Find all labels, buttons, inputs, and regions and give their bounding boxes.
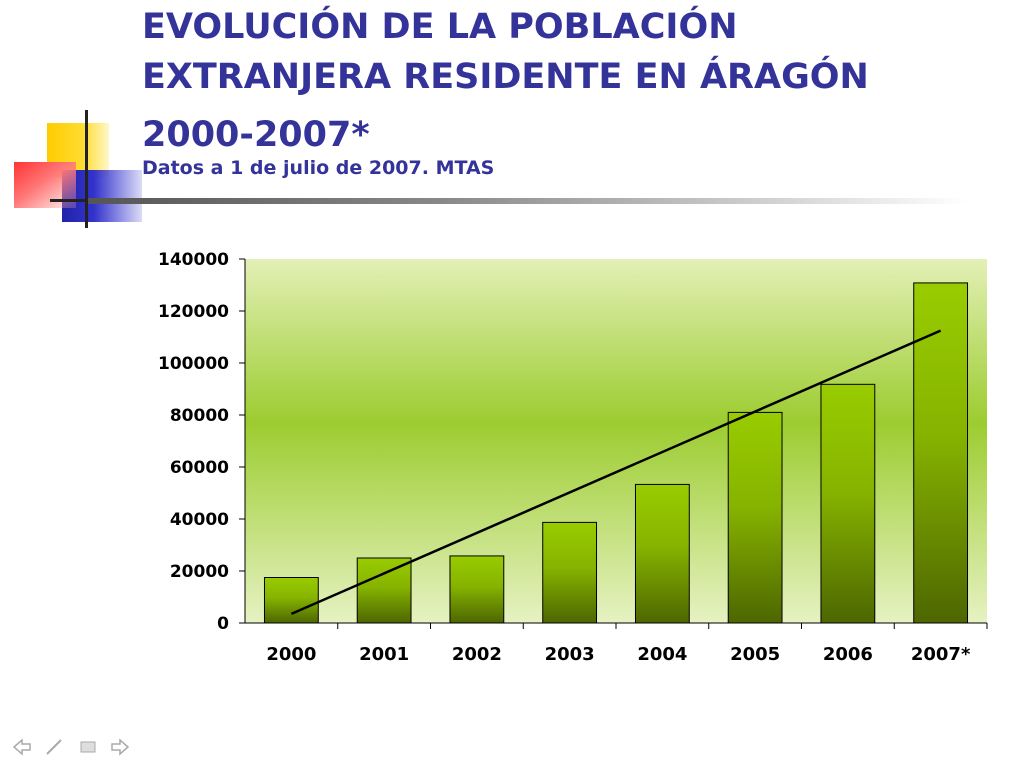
slide-title: EVOLUCIÓN DE LA POBLACIÓN EXTRANJERA RES… <box>142 2 869 160</box>
y-tick-label: 20000 <box>170 562 229 582</box>
deco-horizontal-line <box>50 199 110 202</box>
y-tick-label: 80000 <box>170 406 229 426</box>
arrow-right-icon[interactable] <box>110 738 130 756</box>
x-tick-label: 2000 <box>266 644 316 665</box>
bar-2001 <box>356 557 412 624</box>
y-tick-label: 40000 <box>170 510 229 530</box>
bar-2000 <box>263 577 319 624</box>
x-tick-label: 2002 <box>452 644 502 665</box>
trend-line <box>290 329 942 616</box>
x-tick-label: 2003 <box>545 644 595 665</box>
x-tick-label: 2007* <box>911 644 971 665</box>
menu-icon[interactable] <box>78 738 98 756</box>
y-tick-label: 100000 <box>158 354 229 374</box>
x-tick-label: 2004 <box>637 644 687 665</box>
title-line-2: EXTRANJERA RESIDENTE EN ÁRAGÓN <box>142 57 869 97</box>
deco-vertical-line <box>85 110 88 228</box>
arrow-left-icon[interactable] <box>12 738 32 756</box>
pen-icon[interactable] <box>44 738 64 756</box>
x-tick-label: 2001 <box>359 644 409 665</box>
y-tick-label: 60000 <box>170 458 229 478</box>
y-tick-label: 0 <box>217 614 229 634</box>
bar-2002 <box>449 555 505 624</box>
bar-2006 <box>820 383 876 624</box>
title-line-3: 2000-2007* <box>142 115 370 155</box>
x-tick-label: 2006 <box>823 644 873 665</box>
y-tick-label: 140000 <box>158 250 229 270</box>
y-tick-label: 120000 <box>158 302 229 322</box>
title-line-1: EVOLUCIÓN DE LA POBLACIÓN <box>142 7 738 47</box>
bar-2004 <box>634 483 690 624</box>
x-tick-label: 2005 <box>730 644 780 665</box>
slide-subtitle: Datos a 1 de julio de 2007. MTAS <box>142 157 495 179</box>
plot-area <box>245 259 987 623</box>
bar-2003 <box>542 521 598 624</box>
bar-2007* <box>913 282 969 624</box>
bar-2005 <box>727 411 783 624</box>
title-divider <box>88 198 968 204</box>
